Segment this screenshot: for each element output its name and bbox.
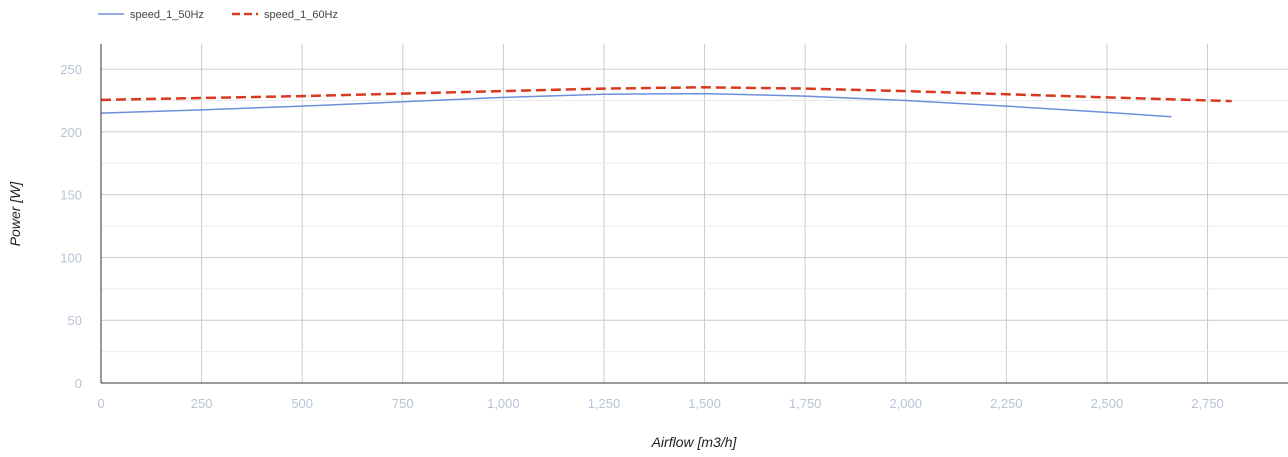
x-tick-label: 1,500 [688,396,721,411]
y-axis-ticks: 0 50 100 150 200 250 [60,62,82,391]
x-tick-label: 1,250 [588,396,621,411]
y-tick-label: 0 [75,376,82,391]
x-tick-label: 2,000 [889,396,922,411]
y-tick-label: 50 [68,313,82,328]
y-tick-label: 200 [60,125,82,140]
y-tick-label: 250 [60,62,82,77]
x-tick-label: 2,250 [990,396,1023,411]
y-axis-title: Power [W] [7,181,23,247]
x-tick-label: 250 [191,396,213,411]
series-line-speed-1-60hz[interactable] [100,86,1232,103]
axes [100,44,1288,384]
x-axis-title: Airflow [m3/h] [651,434,738,450]
series-line-speed-1-50hz[interactable] [100,92,1172,118]
x-tick-label: 0 [97,396,104,411]
y-tick-label: 150 [60,188,82,203]
series-layer [100,86,1232,118]
legend-item-speed-1-60hz[interactable]: speed_1_60Hz [232,9,338,21]
x-tick-label: 750 [392,396,414,411]
x-tick-label: 500 [291,396,313,411]
legend-item-speed-1-50hz[interactable]: speed_1_50Hz [98,9,204,21]
x-tick-label: 1,000 [487,396,520,411]
x-axis-ticks: 0 250 500 750 1,000 1,250 1,500 1,750 2,000 2,250… [97,396,1223,411]
x-tick-label: 2,500 [1091,396,1124,411]
x-tick-label: 1,750 [789,396,822,411]
y-tick-label: 100 [60,250,82,265]
legend-label-speed-1-50hz: speed_1_50Hz [130,9,204,21]
legend-label-speed-1-60hz: speed_1_60Hz [264,9,338,21]
gridlines [101,44,1288,383]
x-tick-label: 2,750 [1191,396,1224,411]
legend: speed_1_50Hz speed_1_60Hz [98,9,338,21]
